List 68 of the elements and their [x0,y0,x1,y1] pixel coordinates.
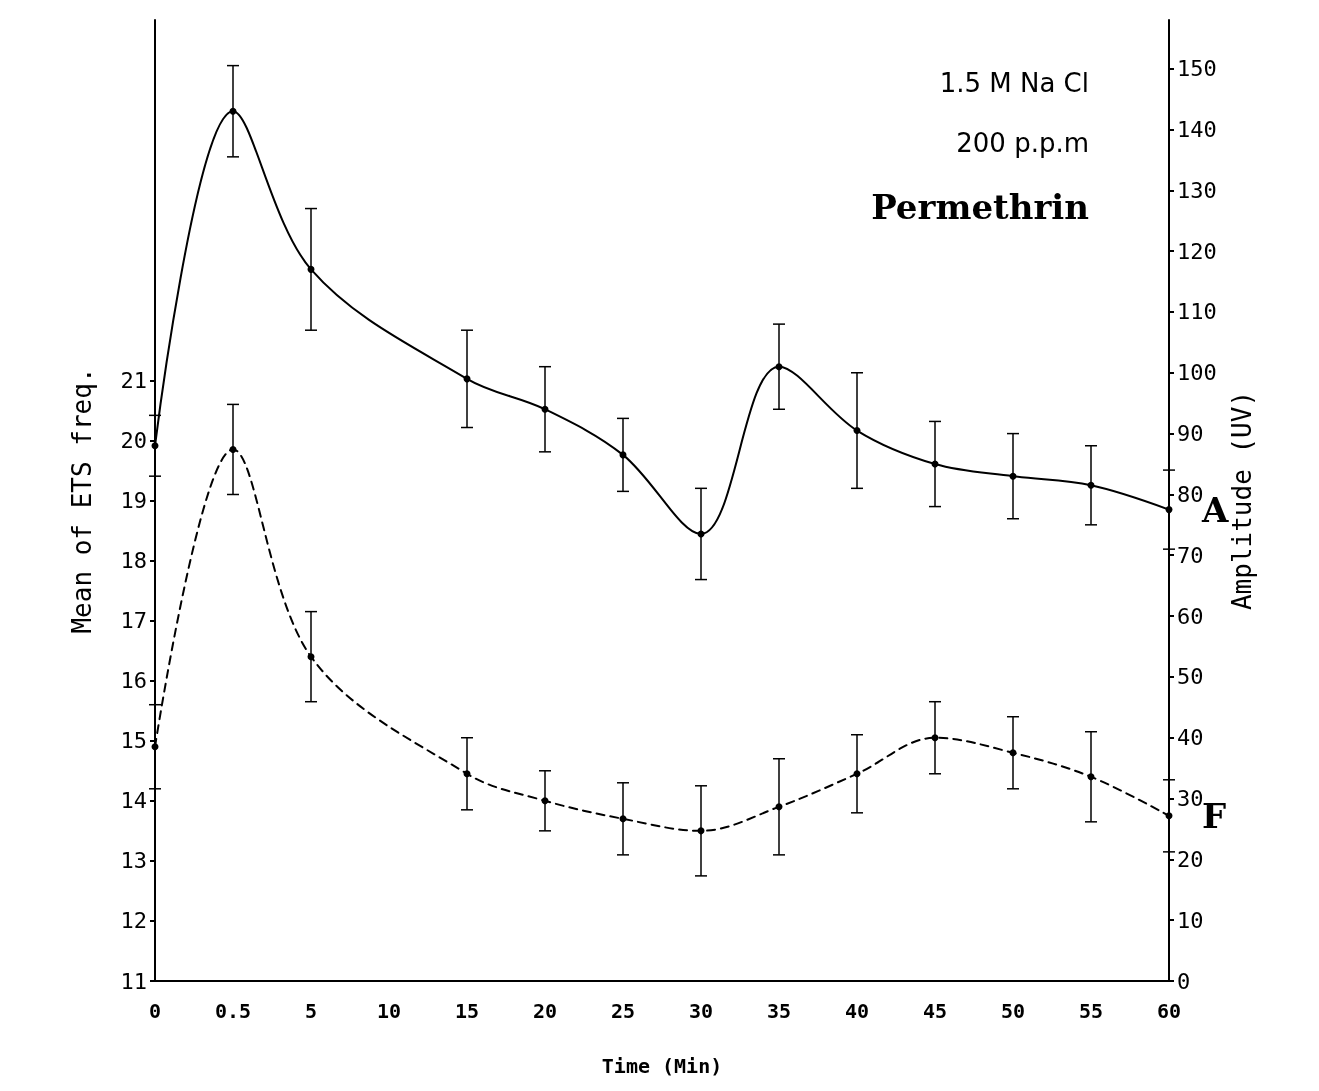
point [853,427,861,435]
point [775,363,783,371]
x-axis-title: Time (Min) [601,1054,723,1078]
point [1165,812,1173,820]
point [151,442,159,450]
x-tick-label: 45 [922,999,948,1023]
x-tick-label: 55 [1078,999,1104,1023]
y-tick-label: 14 [120,788,147,814]
y-tick-label: 15 [120,728,147,754]
y2-tick-label: 0 [1177,968,1191,994]
point [619,815,627,823]
point [541,797,549,805]
point [463,770,471,778]
y2-tick-label: 100 [1177,360,1217,386]
point [1009,749,1017,757]
annotation: 1.5 M Na Cl [939,68,1089,98]
y-tick-label: 12 [120,908,147,934]
y-tick-label: 16 [120,668,147,694]
y2-tick-label: 90 [1177,421,1204,447]
point [229,445,237,453]
y2-tick-label: 20 [1177,846,1204,872]
point [853,770,861,778]
point [307,265,315,273]
y-tick-label: 13 [120,848,147,874]
point [151,743,159,751]
y2-tick-label: 10 [1177,907,1204,933]
x-tick-label: 20 [532,999,558,1023]
y-tick-label: 21 [120,367,147,393]
x-tick-label: 0.5 [214,999,252,1023]
y2-tick-label: 130 [1177,177,1217,203]
annotation: Permethrin [871,187,1089,227]
point [541,405,549,413]
x-tick-label: 5 [304,999,318,1023]
point [931,734,939,742]
point [229,107,237,115]
y2-tick-label: 30 [1177,786,1204,812]
y2-tick-label: 50 [1177,664,1204,690]
annotation: 200 p.p.m [956,128,1089,158]
y-axis-title: Mean of ETS freq. [67,367,97,634]
point [1165,506,1173,514]
y2-tick-label: 80 [1177,481,1204,507]
y-tick-label: 11 [120,968,147,994]
x-tick-label: 10 [376,999,402,1023]
y2-tick-label: 70 [1177,542,1204,568]
y2-tick-label: 40 [1177,725,1204,751]
x-tick-label: 0 [148,999,162,1023]
series-label: A [1201,489,1229,530]
x-tick-label: 35 [766,999,792,1023]
point [1087,773,1095,781]
y-tick-label: 19 [120,488,147,513]
y2-tick-label: 140 [1177,116,1217,142]
x-tick-label: 50 [1000,999,1026,1023]
x-tick-label: 40 [844,999,870,1023]
point [1087,481,1095,489]
y2-tick-label: 120 [1177,238,1217,264]
point [307,653,315,661]
y2-tick-label: 150 [1177,56,1217,82]
x-tick-label: 60 [1156,999,1182,1023]
y2-tick-label: 60 [1177,603,1204,629]
x-tick-label: 30 [688,999,714,1023]
y-tick-label: 17 [120,608,147,634]
x-tick-label: 25 [610,999,636,1023]
y-tick-label: 18 [120,548,147,574]
series-label: F [1202,795,1227,836]
point [775,803,783,811]
x-tick-label: 15 [454,999,480,1023]
y2-tick-label: 110 [1177,299,1217,325]
y-tick-label: 20 [120,427,147,453]
